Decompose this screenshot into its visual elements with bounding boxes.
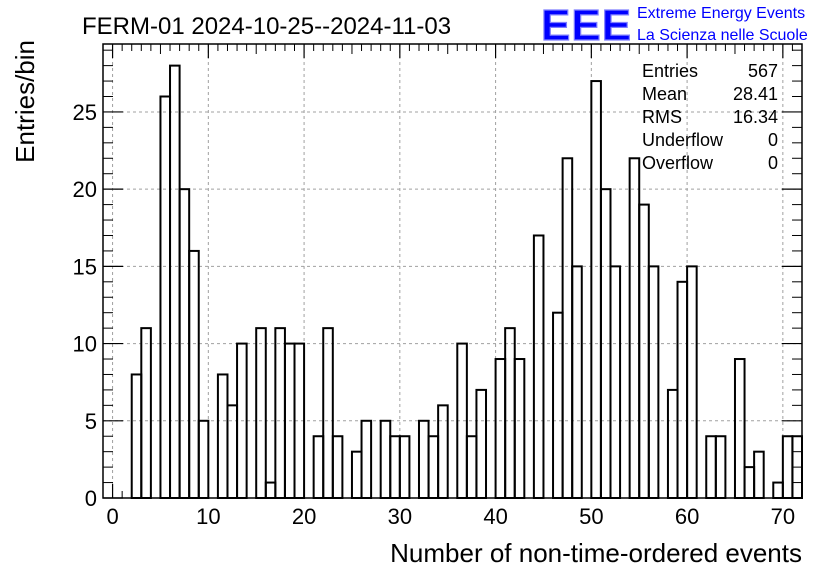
- histogram-bar: [226, 404, 239, 499]
- histogram-bar: [312, 435, 325, 499]
- histogram-bar: [561, 157, 574, 500]
- stat-rms-label: RMS: [642, 107, 682, 127]
- histogram-bar: [216, 373, 229, 499]
- histogram-bar: [379, 419, 392, 500]
- histogram-bar: [494, 358, 507, 500]
- histogram-bar: [350, 450, 363, 499]
- histogram-bar: [322, 327, 334, 499]
- x-tick-label: 30: [388, 504, 412, 529]
- histogram-bar: [686, 265, 698, 499]
- histogram-bar: [571, 265, 583, 499]
- histogram-bar: [772, 481, 784, 500]
- stat-overflow-value: 0: [768, 153, 778, 173]
- histogram-bar: [676, 280, 689, 499]
- y-tick-label: 5: [85, 409, 97, 434]
- histogram-bar: [647, 265, 660, 499]
- stat-entries-label: Entries: [642, 61, 698, 81]
- y-tick-label: 25: [73, 100, 97, 125]
- eee-logo: EEE Extreme Energy Events La Scienza nel…: [540, 0, 808, 50]
- x-tick-label: 10: [196, 504, 220, 529]
- histogram-bar: [532, 234, 545, 499]
- x-axis-label: Number of non-time-ordered events: [390, 538, 802, 568]
- y-tick-label: 10: [73, 332, 97, 357]
- histogram-bar: [733, 358, 746, 500]
- histogram-bar: [197, 419, 210, 500]
- logo-mark: EEE: [541, 1, 632, 50]
- histogram-bar: [666, 388, 679, 499]
- histogram-bar: [140, 327, 152, 499]
- y-tick-label: 0: [85, 486, 97, 511]
- histogram-bar: [274, 327, 286, 499]
- stat-mean-label: Mean: [642, 84, 687, 104]
- histogram-bar: [590, 80, 602, 500]
- x-tick-label: 20: [292, 504, 316, 529]
- y-tick-label: 15: [73, 254, 97, 279]
- histogram-bar: [714, 435, 727, 499]
- logo-line2: La Scienza nelle Scuole: [637, 27, 808, 44]
- logo-line1: Extreme Energy Events: [637, 5, 805, 22]
- histogram-bar: [513, 358, 526, 500]
- histogram-bar: [188, 249, 200, 499]
- histogram-bar: [504, 327, 516, 499]
- histogram-bar: [417, 419, 430, 500]
- x-tick-label: 50: [579, 504, 603, 529]
- histogram-bar: [705, 435, 717, 499]
- histogram-bar: [331, 435, 344, 499]
- stat-underflow-value: 0: [768, 130, 778, 150]
- axes: 0 10 20 30 40 50 60 70 0 5 10 15 20 25: [73, 43, 803, 529]
- y-tick-label: 20: [73, 177, 97, 202]
- x-tick-label: 0: [106, 504, 118, 529]
- histogram-bar: [159, 95, 172, 500]
- plot-frame: [102, 43, 803, 499]
- histogram-bar: [264, 481, 277, 500]
- x-tick-label: 70: [771, 504, 795, 529]
- histogram-bar: [743, 466, 756, 499]
- histogram-bar: [753, 450, 765, 499]
- stat-mean-value: 28.41: [733, 84, 778, 104]
- histogram-bar: [638, 203, 650, 499]
- chart-title: FERM-01 2024-10-25--2024-11-03: [82, 13, 451, 40]
- x-tick-label: 40: [483, 504, 507, 529]
- stat-entries-value: 567: [748, 61, 778, 81]
- x-tick-label: 60: [675, 504, 699, 529]
- histogram-bar: [552, 311, 564, 499]
- histogram-bar: [437, 404, 449, 499]
- histogram-bar: [465, 435, 478, 499]
- histogram-bar: [130, 373, 143, 499]
- histogram-bar: [609, 265, 622, 499]
- histogram-bar: [398, 435, 411, 499]
- stats-box: Entries 567 Mean 28.41 RMS 16.34 Underfl…: [642, 61, 778, 173]
- histogram-bar: [628, 157, 641, 500]
- stat-underflow-label: Underflow: [642, 130, 724, 150]
- stat-rms-value: 16.34: [733, 107, 778, 127]
- histogram-bar: [475, 388, 488, 499]
- histogram-bar: [169, 64, 181, 499]
- histogram-bar: [389, 435, 401, 499]
- histogram-bar: [255, 327, 267, 499]
- histogram-bar: [427, 435, 440, 499]
- histogram-bar: [360, 419, 373, 500]
- y-axis-label: Entries/bin: [10, 40, 40, 163]
- stat-overflow-label: Overflow: [642, 153, 714, 173]
- histogram-bar: [781, 435, 794, 499]
